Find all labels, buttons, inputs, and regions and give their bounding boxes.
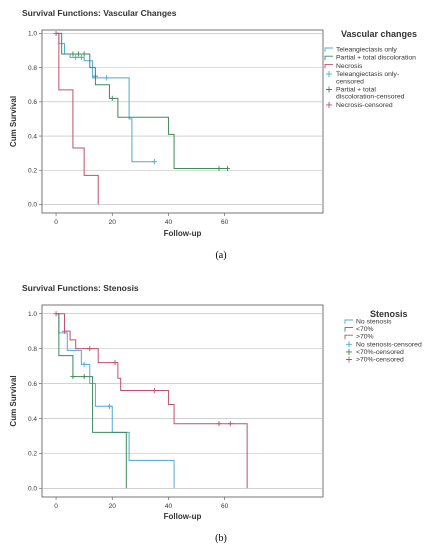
x-tick-label: 40 xyxy=(165,503,173,510)
y-axis-label: Cum Survival xyxy=(9,96,18,147)
legend-swatch xyxy=(326,86,332,93)
survival-chart-a: 0.0 0.2 0.4 0.6 0.8 1.0 0 20 40 60 Follow-up Cum Su… xyxy=(9,29,417,238)
y-tick-label: 0.0 xyxy=(28,486,37,493)
y-tick-label: 0.4 xyxy=(28,133,37,140)
legend-label: Necrosis xyxy=(336,63,363,70)
censor-mark xyxy=(81,373,87,380)
x-tick-label: 20 xyxy=(109,503,117,510)
x-tick-label: 40 xyxy=(165,219,173,226)
censor-mark xyxy=(112,360,118,366)
plot-frame xyxy=(41,304,324,498)
legend-title: Vascular changes xyxy=(341,29,417,39)
y-axis-label: Cum Survival xyxy=(9,375,18,426)
survival-curve xyxy=(56,313,127,489)
censor-mark xyxy=(106,403,113,409)
censor-mark xyxy=(151,387,157,394)
censor-mark xyxy=(61,328,68,334)
censor-mark xyxy=(75,51,82,57)
legend-label: No stenosis xyxy=(356,319,392,326)
censor-mark xyxy=(70,51,76,57)
figure-caption-b: (b) xyxy=(215,533,227,544)
legend-swatch xyxy=(344,334,353,340)
survival-chart-b: 0.0 0.2 0.4 0.6 0.8 1.0 0 20 40 60 Follow-up Cum Su… xyxy=(9,304,422,521)
legend-label: Teleangiectasis only-censored xyxy=(336,71,399,85)
legend-label: Necrosis-censored xyxy=(336,102,393,109)
legend-swatch xyxy=(326,71,332,78)
x-tick-label: 0 xyxy=(54,219,58,226)
chart-title: Survival Functions: Vascular Changes xyxy=(22,8,177,18)
legend-label: <70%-censored xyxy=(356,349,404,356)
legend-swatch xyxy=(324,55,333,61)
censor-mark xyxy=(87,346,93,352)
y-tick-label: 0.0 xyxy=(28,202,37,209)
survival-curve xyxy=(56,32,155,163)
x-tick-label: 60 xyxy=(221,503,229,510)
legend-swatch xyxy=(346,356,352,363)
survival-curve xyxy=(56,32,99,205)
legend-label: <70% xyxy=(356,326,374,333)
legend-label: >70%-censored xyxy=(356,357,404,364)
legend-swatch xyxy=(344,319,353,324)
legend-swatch xyxy=(346,341,352,348)
censor-mark xyxy=(227,421,233,427)
legend-swatch xyxy=(324,63,333,69)
y-tick-label: 0.8 xyxy=(28,65,37,72)
legend-swatch xyxy=(326,101,332,108)
legend-label: Teleangiectasis only xyxy=(336,47,397,54)
censor-mark xyxy=(81,361,87,367)
chart-panel-b: Survival Functions: Stenosis 0.0 0.2 0.4 0.… xyxy=(0,275,442,550)
chart-panel-a: Survival Functions: Vascular Changes 0.0… xyxy=(0,0,442,270)
x-axis-label: Follow-up xyxy=(164,229,202,238)
y-tick-label: 0.2 xyxy=(28,168,37,175)
plot-frame xyxy=(41,29,324,214)
y-tick-label: 0.6 xyxy=(28,381,37,388)
censor-mark xyxy=(73,54,79,60)
x-axis-label: Follow-up xyxy=(164,512,202,521)
legend-label: Partial + total discoloration-censored xyxy=(336,87,405,101)
x-tick-label: 60 xyxy=(221,219,229,226)
censor-mark xyxy=(151,159,157,165)
censor-mark xyxy=(92,73,98,79)
y-tick-label: 0.2 xyxy=(28,451,37,458)
figure-caption-a: (a) xyxy=(215,250,227,261)
censor-mark xyxy=(81,51,87,57)
legend-label: Partial + total discoloration xyxy=(336,55,416,62)
x-tick-label: 0 xyxy=(54,503,58,510)
legend-label: No stenosis-censored xyxy=(356,341,422,348)
censor-mark xyxy=(104,75,110,81)
legend-title: Stenosis xyxy=(370,309,408,319)
y-tick-label: 1.0 xyxy=(28,311,37,318)
censor-mark xyxy=(109,95,115,102)
censor-mark xyxy=(53,311,59,317)
chart-title: Survival Functions: Stenosis xyxy=(22,283,139,293)
survival-curve xyxy=(56,313,248,489)
y-tick-label: 0.6 xyxy=(28,99,37,106)
legend-swatch xyxy=(346,348,352,355)
y-tick-label: 0.8 xyxy=(28,346,37,353)
censor-mark xyxy=(78,54,84,60)
legend-swatch xyxy=(344,327,353,332)
legend-swatch xyxy=(324,47,333,52)
censor-mark xyxy=(216,165,222,172)
censor-mark xyxy=(70,373,76,380)
y-tick-label: 0.4 xyxy=(28,416,37,423)
censor-mark xyxy=(216,421,222,427)
legend-label: >70% xyxy=(356,334,374,341)
censor-mark xyxy=(224,165,231,172)
x-tick-label: 20 xyxy=(109,219,117,226)
censor-mark xyxy=(53,30,59,37)
y-tick-label: 1.0 xyxy=(28,31,37,38)
